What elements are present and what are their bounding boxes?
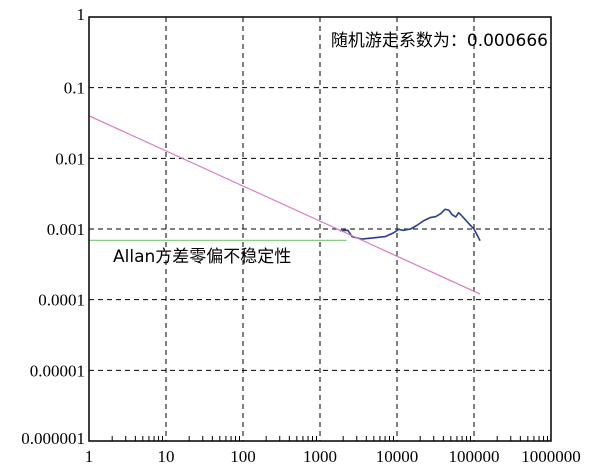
x-tick-label: 100000: [449, 447, 500, 466]
x-tick-label: 1: [85, 447, 94, 466]
x-tick-labels: 1 10 100 1000 10000 100000 1000000: [85, 447, 581, 466]
x-tick-label: 10: [158, 447, 175, 466]
x-tick-label: 100: [230, 447, 256, 466]
random-walk-annotation: 随机游走系数为：0.000666: [331, 31, 548, 51]
plot-frame: [88, 16, 552, 442]
x-tick-label: 1000000: [521, 447, 581, 466]
y-tick-label: 0.001: [47, 220, 85, 239]
y-tick-label: 0.00001: [30, 361, 85, 380]
y-tick-label: 0.01: [55, 149, 85, 168]
y-tick-label: 0.1: [64, 79, 85, 98]
x-tick-label: 10000: [376, 447, 419, 466]
x-tick-label: 1000: [303, 447, 337, 466]
series-line-0: [339, 208, 481, 242]
y-tick-label: 1: [77, 5, 86, 24]
series-group: [88, 115, 481, 295]
grid-lines: [89, 17, 551, 441]
bias-instability-annotation: Allan方差零偏不稳定性: [113, 247, 291, 267]
y-tick-label: 0.000001: [21, 429, 85, 448]
series-line-1: [88, 115, 481, 295]
y-tick-labels: 0.000001 0.00001 0.0001 0.001 0.01 0.1 1: [21, 5, 85, 448]
y-tick-label: 0.0001: [38, 291, 85, 310]
x-minor-ticks: [111, 436, 548, 441]
